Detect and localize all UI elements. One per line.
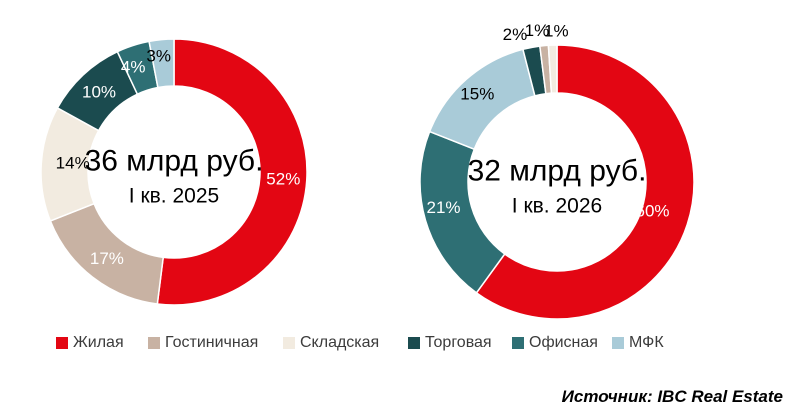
donut-1-segment-label-4: 1% [525, 21, 550, 40]
donut-0-center-title: 36 млрд руб. [85, 145, 264, 178]
donut-0-segment-label-5: 3% [146, 47, 171, 66]
donut-0-segment-label-2: 14% [56, 154, 90, 173]
legend-item-1: Гостиничная [148, 335, 258, 351]
donut-1-center-title: 32 млрд руб. [468, 155, 647, 188]
donut-0-segment-label-3: 10% [82, 83, 116, 102]
legend-item-3: Торговая [408, 335, 492, 351]
donut-I-кв.-2025: 52% 17% 14% 10% 4%3% 36 млрд руб. I кв. 2025 [40, 38, 308, 306]
legend-swatch-icon [512, 337, 524, 349]
donut-I-кв.-2026: 60%21%15%2%1%1%32 млрд руб.I кв. 2026 [419, 21, 695, 320]
legend-item-0: Жилая [56, 335, 124, 351]
source-note: Источник: IBC Real Estate [561, 387, 783, 406]
legend-swatch-icon [56, 337, 68, 349]
donut-1-segment-label-0: 60% [635, 201, 669, 220]
legend-label: МФК [629, 334, 664, 351]
donut-0-segment-label-0: 52% [266, 169, 300, 188]
donut-0-segment-label-4: 4% [121, 57, 146, 76]
legend-swatch-icon [148, 337, 160, 349]
donut-1-segment-0 [475, 44, 695, 320]
donut-1-segment-label-1: 21% [426, 198, 460, 217]
donut-0-segment-5 [148, 38, 175, 89]
legend-label: Офисная [529, 334, 598, 351]
donut-0-center-subtitle: I кв. 2025 [129, 185, 219, 208]
legend-swatch-icon [408, 337, 420, 349]
donut-1-segment-label-5: 1% [544, 22, 569, 41]
donut-1-center-subtitle: I кв. 2026 [512, 195, 602, 218]
legend-label: Складская [300, 334, 380, 351]
legend-item-4: Офисная [512, 335, 598, 351]
donut-1-segment-5 [547, 44, 558, 94]
legend: Жилая Гостиничная Складская Торговая Офисная… [0, 335, 787, 355]
donut-1-segment-label-2: 15% [460, 85, 494, 104]
legend-label: Жилая [73, 334, 124, 351]
legend-label: Гостиничная [165, 334, 259, 351]
legend-item-5: МФК [612, 335, 664, 351]
donut-0-segment-0 [156, 38, 308, 306]
legend-item-2: Складская [283, 335, 379, 351]
legend-swatch-icon [612, 337, 624, 349]
legend-label: Торговая [425, 334, 492, 351]
legend-swatch-icon [283, 337, 295, 349]
donut-1-segment-label-3: 2% [503, 25, 528, 44]
donut-0-segment-label-1: 17% [90, 249, 124, 268]
